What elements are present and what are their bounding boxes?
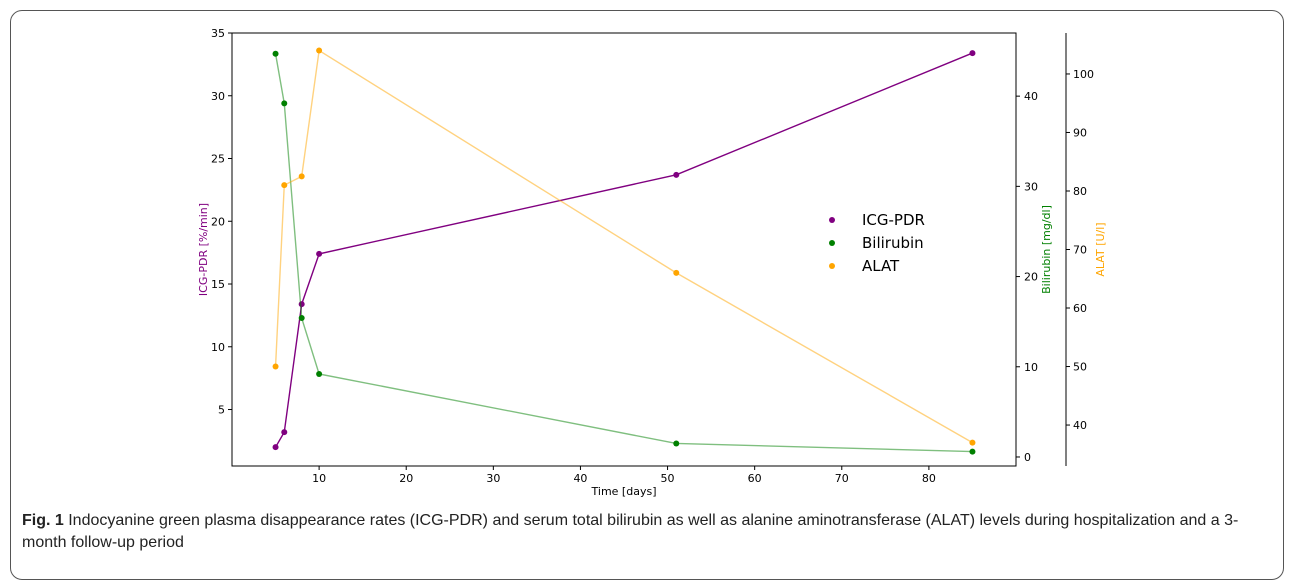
- right1-tick-label: 0: [1024, 451, 1031, 464]
- left-tick-label: 5: [218, 404, 225, 417]
- left-tick-label: 35: [211, 27, 225, 40]
- legend-marker-alat: [829, 263, 835, 269]
- data-point-icg-pdr: [316, 250, 323, 257]
- data-point-bilirubin: [281, 100, 288, 107]
- right2-axis-label: ALAT [U/l]: [1094, 222, 1107, 276]
- data-point-alat: [969, 439, 976, 446]
- right2-tick-label: 100: [1073, 68, 1094, 81]
- data-point-alat: [673, 269, 680, 276]
- right2-tick-label: 50: [1073, 361, 1087, 374]
- right2-tick-label: 90: [1073, 126, 1087, 139]
- data-point-icg-pdr: [272, 444, 279, 451]
- data-point-bilirubin: [673, 440, 680, 447]
- right2-tick-label: 70: [1073, 244, 1087, 257]
- figure-caption: Fig. 1 Indocyanine green plasma disappea…: [22, 510, 1272, 554]
- right1-tick-label: 30: [1024, 180, 1038, 193]
- x-axis-label: Time [days]: [591, 485, 657, 498]
- left-tick-label: 20: [211, 215, 225, 228]
- series-line-bilirubin: [274, 53, 973, 453]
- data-point-bilirubin: [272, 50, 279, 57]
- series-line-alat: [274, 49, 973, 444]
- x-tick-label: 10: [312, 472, 326, 485]
- right1-tick-label: 10: [1024, 361, 1038, 374]
- right2-tick-label: 60: [1073, 302, 1087, 315]
- x-tick-label: 80: [922, 472, 936, 485]
- data-point-alat: [316, 47, 323, 54]
- legend-label-icg-pdr: ICG-PDR: [862, 211, 925, 229]
- right1-axis-label: Bilirubin [mg/dl]: [1040, 205, 1053, 294]
- right2-tick-label: 40: [1073, 419, 1087, 432]
- x-tick-label: 40: [573, 472, 587, 485]
- plot-area: [231, 32, 1017, 467]
- data-point-icg-pdr: [281, 429, 288, 436]
- x-tick-label: 30: [486, 472, 500, 485]
- data-point-icg-pdr: [969, 50, 976, 57]
- legend-label-bilirubin: Bilirubin: [862, 234, 924, 252]
- data-point-alat: [272, 363, 279, 370]
- right1-tick-label: 40: [1024, 90, 1038, 103]
- x-tick-label: 20: [399, 472, 413, 485]
- right1-tick-label: 20: [1024, 271, 1038, 284]
- data-point-alat: [281, 182, 288, 189]
- data-point-icg-pdr: [673, 171, 680, 178]
- x-tick-label: 60: [748, 472, 762, 485]
- data-point-bilirubin: [969, 448, 976, 455]
- x-tick-label: 70: [835, 472, 849, 485]
- data-point-alat: [298, 173, 305, 180]
- right2-tick-label: 80: [1073, 185, 1087, 198]
- x-tick-label: 50: [661, 472, 675, 485]
- data-point-bilirubin: [298, 315, 305, 322]
- left-axis-label: ICG-PDR [%/min]: [197, 203, 210, 296]
- left-tick-label: 30: [211, 90, 225, 103]
- left-tick-label: 25: [211, 153, 225, 166]
- data-point-icg-pdr: [298, 301, 305, 308]
- caption-label: Fig. 1: [22, 512, 64, 529]
- left-tick-label: 15: [211, 278, 225, 291]
- legend-label-alat: ALAT: [862, 257, 900, 275]
- chart: 10 20 30 40 50 60 70 80 Time [days] 5 10 15 20 25 30 35…: [197, 27, 1107, 498]
- caption-text: Indocyanine green plasma disappearance r…: [22, 512, 1239, 551]
- left-tick-label: 10: [211, 341, 225, 354]
- legend-marker-icg-pdr: [829, 217, 835, 223]
- data-point-bilirubin: [316, 370, 323, 377]
- legend-marker-bilirubin: [829, 240, 835, 246]
